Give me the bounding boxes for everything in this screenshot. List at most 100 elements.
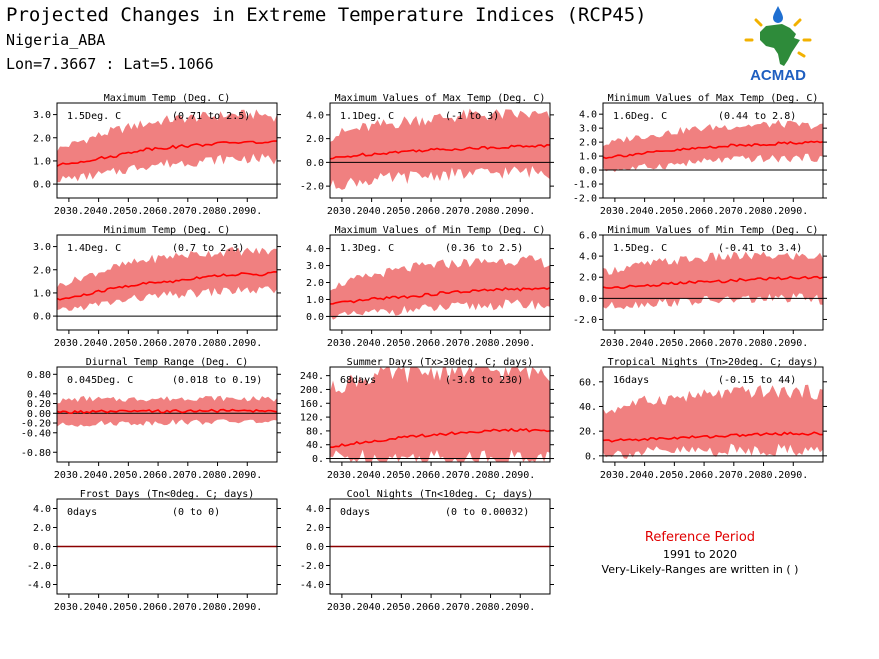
x-tick-label: 2040. (630, 338, 660, 349)
x-tick-label: 2060. (416, 206, 446, 217)
y-tick-label: 0.0 (306, 312, 324, 323)
y-tick-label: -4.0 (27, 580, 51, 591)
x-tick-label: 2090. (232, 470, 262, 481)
range-label: (-1 to 3) (445, 111, 499, 122)
median-line (602, 431, 823, 443)
y-tick-label: 60. (579, 377, 597, 388)
median-line (329, 286, 551, 305)
y-tick-label: 0.0 (579, 166, 597, 177)
x-tick-label: 2060. (143, 470, 173, 481)
x-tick-label: 2050. (113, 206, 143, 217)
y-tick-label: 3.0 (579, 124, 597, 135)
y-tick-label: -2.0 (300, 182, 324, 193)
x-tick-label: 2080. (748, 338, 778, 349)
x-tick-label: 2030. (600, 470, 630, 481)
x-tick-label: 2030. (327, 206, 357, 217)
y-tick-label: 1.0 (579, 152, 597, 163)
range-band (57, 247, 277, 311)
y-tick-label: 2.0 (306, 278, 324, 289)
y-tick-label: 2.0 (33, 265, 51, 276)
y-tick-label: 3.0 (306, 261, 324, 272)
chart-panel: Frost Days (Tn<0deg. C; days) -4.0 -2.0 0.0… (27, 489, 281, 613)
range-band (603, 384, 823, 459)
x-tick-label: 2030. (54, 470, 84, 481)
y-tick-label: 3.0 (33, 110, 51, 121)
y-tick-label: 4.0 (579, 252, 597, 263)
x-tick-label: 2080. (202, 206, 232, 217)
x-tick-label: 2060. (689, 338, 719, 349)
range-label: (-3.8 to 230) (445, 375, 523, 386)
x-tick-label: 2040. (357, 206, 387, 217)
x-tick-label: 2060. (416, 338, 446, 349)
y-tick-label: 0.0 (579, 294, 597, 305)
x-tick-label: 2090. (778, 206, 808, 217)
x-tick-label: 2070. (446, 338, 476, 349)
y-tick-label: 4.0 (306, 244, 324, 255)
y-tick-label: -4.0 (300, 580, 324, 591)
median-line (56, 140, 278, 167)
x-tick-label: 2060. (416, 470, 446, 481)
y-tick-label: -2.0 (27, 561, 51, 572)
median-line (602, 140, 824, 160)
y-tick-label: 0.0 (33, 180, 51, 191)
y-tick-label: 80. (306, 426, 324, 437)
x-tick-label: 2070. (173, 206, 203, 217)
x-tick-label: 2040. (84, 602, 114, 613)
chart-panel: Maximum Values of Max Temp (Deg. C) -2.0 0… (300, 93, 554, 217)
range-label: (-0.41 to 3.4) (718, 243, 802, 254)
median-line (330, 427, 551, 448)
y-tick-label: -2.0 (573, 194, 597, 205)
y-tick-label: -0.80 (21, 448, 51, 459)
reference-period-title: Reference Period (644, 530, 756, 545)
chart-title: Minimum Temp (Deg. C) (104, 225, 230, 236)
x-tick-label: 2070. (173, 602, 203, 613)
x-tick-label: 2030. (54, 338, 84, 349)
plot-frame (602, 234, 824, 331)
y-tick-label: -0.20 (21, 419, 51, 430)
plot-frame (56, 102, 278, 199)
y-tick-label: 1.0 (306, 295, 324, 306)
value-label: 16days (613, 375, 649, 386)
x-tick-label: 2080. (475, 338, 505, 349)
chart-title: Maximum Values of Max Temp (Deg. C) (335, 93, 546, 104)
value-label: 1.1Deg. C (340, 111, 394, 122)
x-tick-label: 2050. (659, 206, 689, 217)
x-tick-label: 2070. (173, 338, 203, 349)
range-label: (0.36 to 2.5) (445, 243, 523, 254)
x-tick-label: 2080. (475, 470, 505, 481)
plot-frame (56, 234, 278, 331)
value-label: 1.6Deg. C (613, 111, 667, 122)
y-tick-label: 200. (300, 385, 324, 396)
median-line (56, 270, 278, 301)
x-tick-label: 2050. (113, 602, 143, 613)
range-band (603, 251, 823, 310)
y-tick-label: 2.0 (579, 138, 597, 149)
x-tick-label: 2080. (748, 206, 778, 217)
chart-title: Maximum Temp (Deg. C) (104, 93, 230, 104)
x-tick-label: 2030. (600, 206, 630, 217)
x-tick-label: 2060. (143, 206, 173, 217)
x-tick-label: 2040. (357, 470, 387, 481)
value-label: 0days (67, 507, 97, 518)
range-label: (-0.15 to 44) (718, 375, 796, 386)
range-band (330, 367, 550, 462)
x-tick-label: 2070. (719, 206, 749, 217)
y-tick-label: -2.0 (300, 561, 324, 572)
x-tick-label: 2070. (719, 470, 749, 481)
x-tick-label: 2040. (357, 338, 387, 349)
y-tick-label: 40. (579, 402, 597, 413)
y-tick-label: 0. (585, 451, 597, 462)
x-tick-label: 2030. (327, 470, 357, 481)
y-tick-label: 3.0 (33, 242, 51, 253)
x-tick-label: 2060. (143, 602, 173, 613)
x-tick-label: 2060. (689, 206, 719, 217)
acmad-logo: ACMAD (744, 6, 812, 84)
x-tick-label: 2090. (232, 206, 262, 217)
range-band (603, 119, 823, 172)
chart-title: Minimum Values of Min Temp (Deg. C) (608, 225, 819, 236)
y-tick-label: 2.0 (579, 273, 597, 284)
value-label: 1.5Deg. C (613, 243, 667, 254)
x-tick-label: 2090. (505, 470, 535, 481)
